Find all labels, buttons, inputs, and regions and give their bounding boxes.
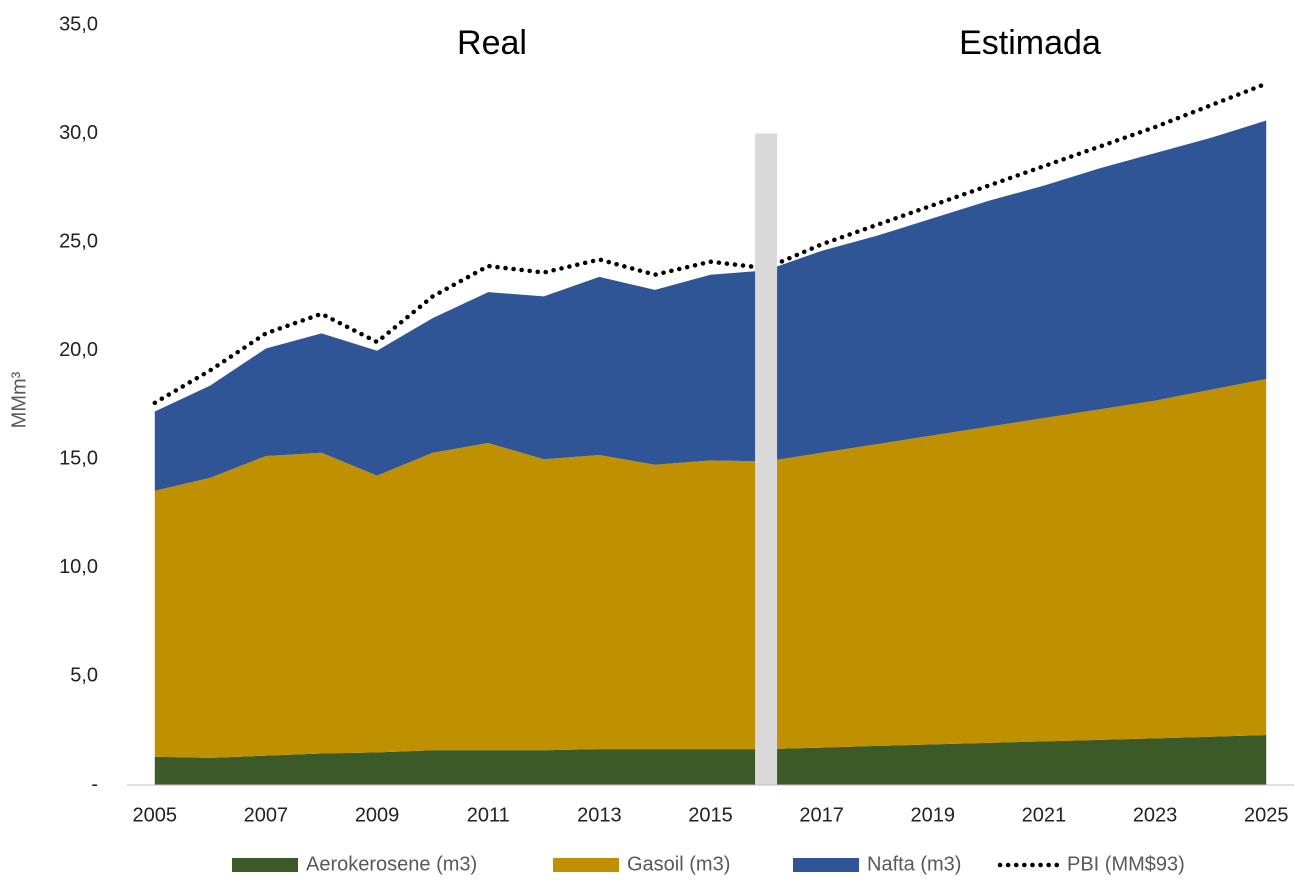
- legend-label: PBI (MM$93): [1067, 853, 1185, 875]
- x-tick-label: 2017: [799, 804, 844, 826]
- legend-label: Aerokerosene (m3): [306, 853, 477, 875]
- x-tick-label: 2007: [244, 804, 289, 826]
- x-tick-label: 2013: [577, 804, 622, 826]
- divider: [755, 133, 778, 786]
- legend-swatch: [793, 858, 859, 872]
- x-tick-label: 2023: [1133, 804, 1178, 826]
- x-tick-label: 2019: [911, 804, 956, 826]
- y-tick-label: -: [91, 773, 98, 795]
- x-tick-label: 2011: [467, 804, 510, 826]
- line: [152, 81, 1269, 406]
- y-tick-label: 20,0: [59, 339, 98, 361]
- y-tick-label: 35,0: [59, 13, 98, 35]
- y-tick-label: 25,0: [59, 230, 98, 252]
- area: [154, 735, 1267, 785]
- x-tick-label: 2021: [1022, 804, 1067, 826]
- y-tick-label: 5,0: [70, 665, 98, 687]
- x-tick-label: 2015: [688, 804, 733, 826]
- y-tick-label: 15,0: [59, 448, 98, 470]
- y-tick-label: 30,0: [59, 122, 98, 144]
- legend-label: Nafta (m3): [867, 853, 961, 875]
- x-tick-label: 2025: [1244, 804, 1289, 826]
- legend-label: Gasoil (m3): [627, 853, 730, 875]
- x-tick-label: 2009: [355, 804, 400, 826]
- legend-swatch: [232, 858, 298, 872]
- annotation: Estimada: [959, 24, 1101, 62]
- x-tick-label: 2005: [133, 804, 178, 826]
- area: [154, 120, 1267, 491]
- y-axis-label: MMm³: [8, 371, 30, 428]
- legend-swatch: [553, 858, 619, 872]
- y-tick-label: 10,0: [59, 556, 98, 578]
- annotation: Real: [457, 24, 527, 62]
- area: [154, 378, 1267, 758]
